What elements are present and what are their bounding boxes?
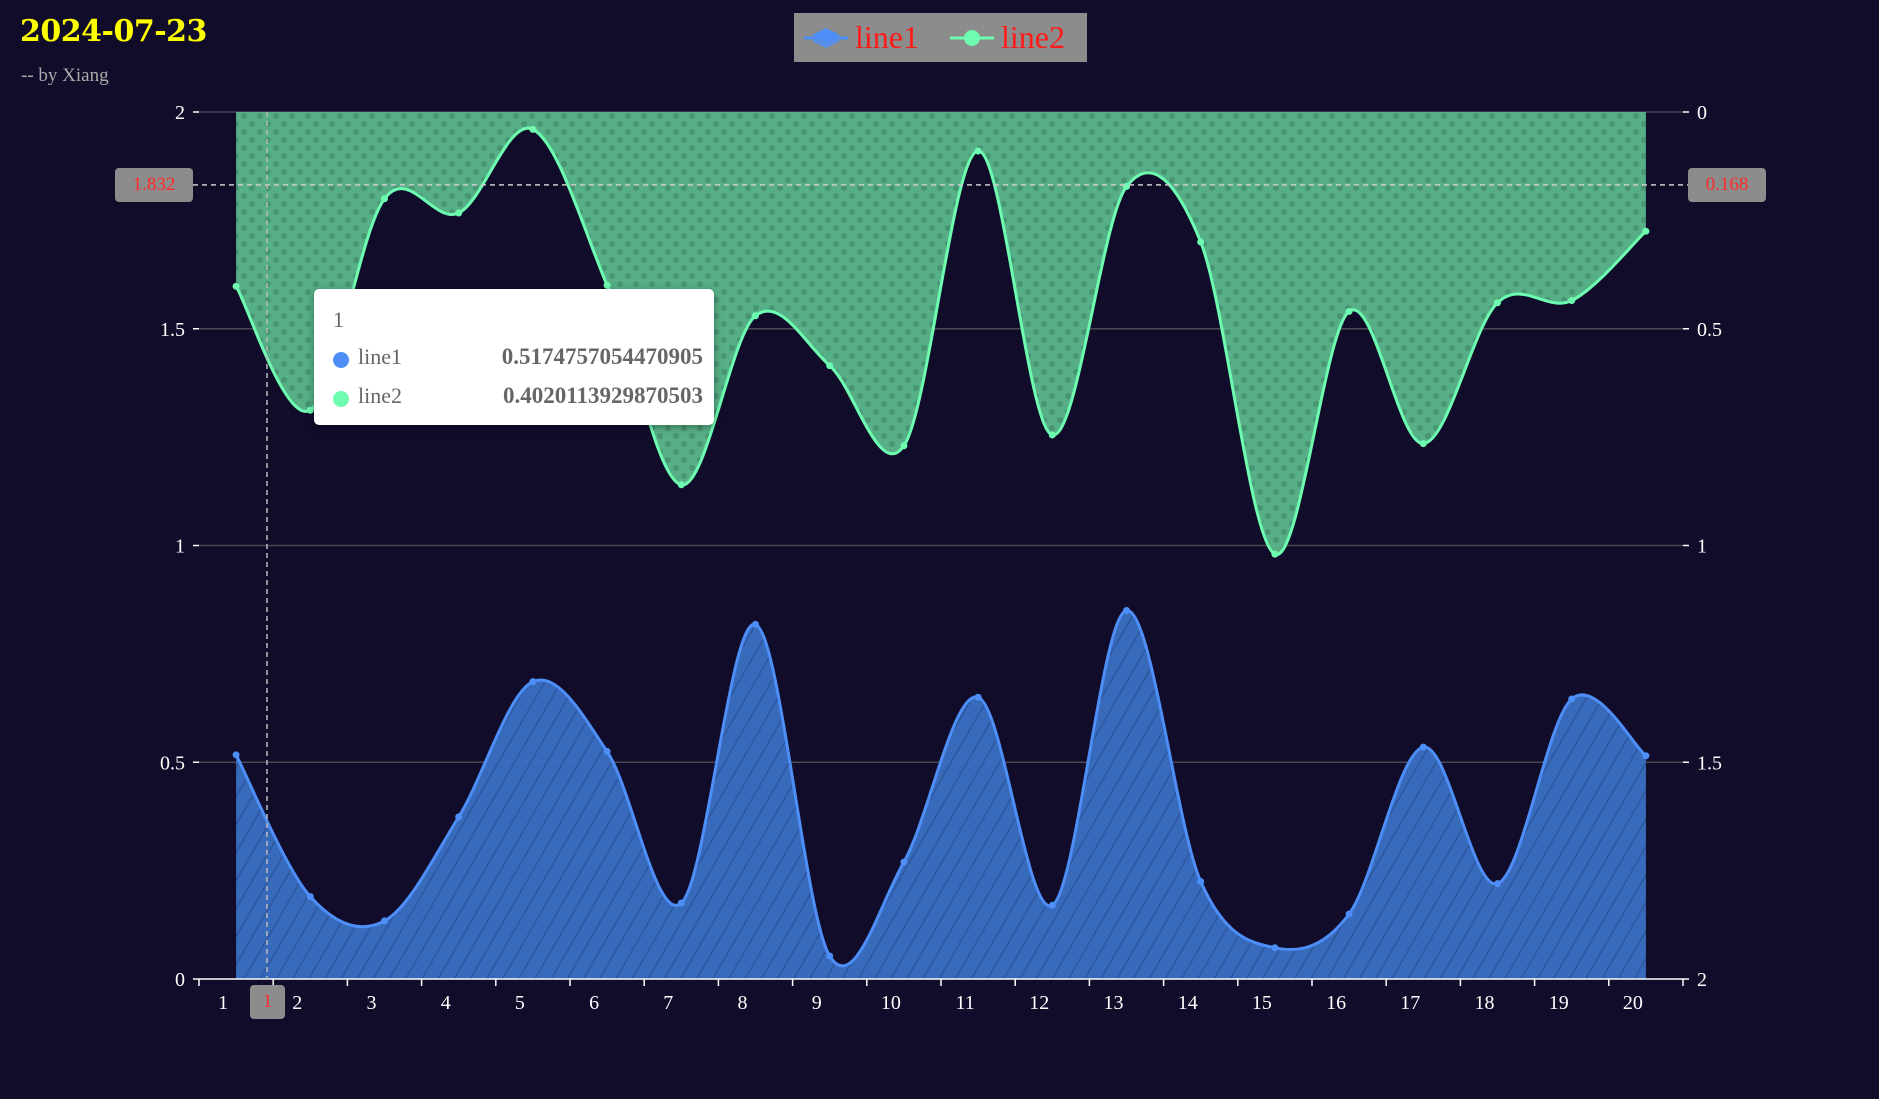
data-point-line1[interactable] xyxy=(603,747,611,755)
x-pointer-label: 1 xyxy=(250,985,285,1019)
data-point-line2[interactable] xyxy=(306,406,314,414)
series-line-line2[interactable] xyxy=(234,126,1647,556)
y-left-tick-label: 0 xyxy=(175,969,185,991)
x-tick-label: 19 xyxy=(1549,992,1569,1014)
y-right-pointer-label: 0.168 xyxy=(1688,168,1766,202)
data-point-line2[interactable] xyxy=(1197,238,1205,246)
y-right-tick-label: 0 xyxy=(1697,102,1707,124)
y-right-tick-label: 1.5 xyxy=(1697,752,1722,774)
data-point-line2[interactable] xyxy=(455,209,463,217)
data-point-line1[interactable] xyxy=(1642,752,1650,760)
data-point-line1[interactable] xyxy=(1568,695,1576,703)
y-right-tick-label: 1 xyxy=(1697,536,1707,558)
x-tick-label: 7 xyxy=(663,992,673,1014)
x-tick-label: 13 xyxy=(1104,992,1124,1014)
data-point-line1[interactable] xyxy=(826,952,834,960)
tooltip: 1 line1 0.5174757054470905 line2 0.40201… xyxy=(314,289,714,425)
tooltip-series-value: 0.4020113929870503 xyxy=(503,383,703,408)
data-point-line2[interactable] xyxy=(232,282,240,290)
x-tick-label: 8 xyxy=(738,992,748,1014)
data-point-line1[interactable] xyxy=(677,899,685,907)
data-point-line1[interactable] xyxy=(1048,901,1056,909)
data-point-line1[interactable] xyxy=(529,678,537,686)
tooltip-marker-line2 xyxy=(333,391,349,407)
chart-subtitle: -- by Xiang xyxy=(21,65,109,86)
data-point-line1[interactable] xyxy=(1419,743,1427,751)
x-tick-label: 2 xyxy=(292,992,302,1014)
data-point-line2[interactable] xyxy=(900,442,908,450)
data-point-line1[interactable] xyxy=(1197,877,1205,885)
data-point-line2[interactable] xyxy=(826,362,834,370)
data-point-line2[interactable] xyxy=(1568,297,1576,305)
y-left-tick-label: 0.5 xyxy=(160,752,185,774)
data-point-line2[interactable] xyxy=(603,281,611,289)
x-tick-label: 16 xyxy=(1326,992,1346,1014)
data-point-line2[interactable] xyxy=(1642,227,1650,235)
data-point-line2[interactable] xyxy=(1419,440,1427,448)
tooltip-row-line1: line1 0.5174757054470905 xyxy=(333,344,703,374)
data-point-line1[interactable] xyxy=(900,858,908,866)
data-point-line1[interactable] xyxy=(1494,880,1501,888)
x-tick-label: 11 xyxy=(955,992,974,1014)
y-left-tick-label: 1 xyxy=(175,536,185,558)
chart-title: 2024-07-23 xyxy=(20,14,207,49)
data-point-line2[interactable] xyxy=(381,195,388,203)
tooltip-marker-line1 xyxy=(333,352,349,368)
x-tick-label: 18 xyxy=(1475,992,1495,1014)
tooltip-series-name: line1 xyxy=(358,344,402,369)
series-line-line1[interactable] xyxy=(234,609,1647,968)
data-point-line1[interactable] xyxy=(974,693,982,701)
tooltip-row-line2: line2 0.4020113929870503 xyxy=(333,383,703,413)
x-tick-label: 6 xyxy=(589,992,599,1014)
data-point-line1[interactable] xyxy=(381,917,388,925)
x-tick-label: 4 xyxy=(441,992,451,1014)
data-point-line2[interactable] xyxy=(677,481,685,489)
legend: line1 line2 xyxy=(794,13,1087,62)
tooltip-title: 1 xyxy=(333,307,344,332)
data-point-line2[interactable] xyxy=(752,312,759,320)
area-fill-line2 xyxy=(236,112,1646,555)
data-point-line2[interactable] xyxy=(1271,550,1279,558)
data-point-line1[interactable] xyxy=(232,751,240,759)
legend-label-line1: line1 xyxy=(855,19,919,55)
data-point-line1[interactable] xyxy=(1123,607,1130,615)
data-point-line1[interactable] xyxy=(306,893,314,901)
x-tick-label: 10 xyxy=(881,992,901,1014)
x-tick-label: 3 xyxy=(367,992,377,1014)
x-tick-label: 12 xyxy=(1029,992,1049,1014)
x-tick-label: 15 xyxy=(1252,992,1272,1014)
area-fill-line1 xyxy=(236,610,1646,979)
y-left-tick-label: 2 xyxy=(175,102,185,124)
x-tick-label: 20 xyxy=(1623,992,1643,1014)
data-point-line2[interactable] xyxy=(529,125,537,133)
data-point-line2[interactable] xyxy=(1048,431,1056,439)
data-point-line1[interactable] xyxy=(1271,944,1279,952)
legend-label-line2: line2 xyxy=(1001,19,1065,55)
x-tick-label: 9 xyxy=(812,992,822,1014)
y-right-tick-label: 0.5 xyxy=(1697,319,1722,341)
x-tick-label: 1 xyxy=(218,992,228,1014)
data-point-line1[interactable] xyxy=(455,813,463,821)
data-point-line2[interactable] xyxy=(974,147,982,155)
data-point-line1[interactable] xyxy=(1345,910,1353,918)
y-left-tick-label: 1.5 xyxy=(160,319,185,341)
layers-icon xyxy=(804,27,848,48)
legend-item-line2[interactable]: line2 xyxy=(950,13,1065,62)
x-tick-label: 5 xyxy=(515,992,525,1014)
circle-line-icon xyxy=(950,29,994,46)
x-tick-label: 17 xyxy=(1400,992,1420,1014)
y-right-tick-label: 2 xyxy=(1697,969,1707,991)
legend-item-line1[interactable]: line1 xyxy=(804,13,919,62)
tooltip-series-value: 0.5174757054470905 xyxy=(501,344,703,369)
data-point-line2[interactable] xyxy=(1345,307,1353,315)
tooltip-series-name: line2 xyxy=(358,383,402,408)
y-left-pointer-label: 1.832 xyxy=(115,168,193,202)
data-point-line1[interactable] xyxy=(752,620,759,628)
data-point-line2[interactable] xyxy=(1494,299,1501,307)
x-tick-label: 14 xyxy=(1178,992,1198,1014)
